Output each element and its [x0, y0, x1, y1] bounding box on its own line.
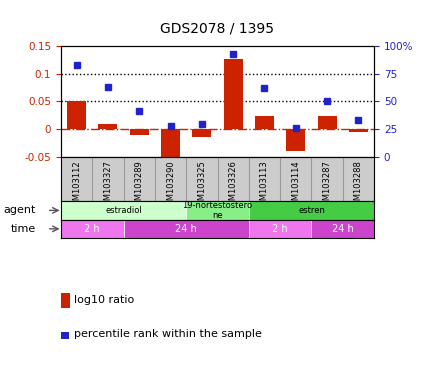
Text: estren: estren	[297, 206, 324, 215]
Text: 24 h: 24 h	[331, 224, 353, 234]
Text: log10 ratio: log10 ratio	[74, 295, 134, 305]
Bar	[254, 116, 273, 129]
Text: percentile rank within the sample: percentile rank within the sample	[74, 329, 261, 339]
Bar	[286, 129, 305, 151]
Text: GSM103114: GSM103114	[291, 161, 299, 211]
Bar	[98, 124, 117, 129]
Bar	[67, 101, 86, 129]
Bar	[61, 201, 186, 220]
Bar	[223, 59, 242, 129]
Bar	[186, 201, 248, 220]
Text: GSM103325: GSM103325	[197, 161, 206, 211]
Bar	[348, 129, 367, 132]
Text: GSM103288: GSM103288	[353, 161, 362, 211]
Text: GSM103113: GSM103113	[260, 161, 268, 211]
Text: GSM103287: GSM103287	[322, 161, 331, 211]
Text: GSM103112: GSM103112	[72, 161, 81, 211]
Text: 24 h: 24 h	[175, 224, 197, 234]
Text: estradiol: estradiol	[105, 206, 141, 215]
Text: 19-nortestostero
ne: 19-nortestostero ne	[182, 201, 252, 220]
Text: GSM103290: GSM103290	[166, 161, 174, 211]
Bar	[123, 220, 248, 238]
Text: GSM103289: GSM103289	[135, 161, 143, 211]
Text: GDS2078 / 1395: GDS2078 / 1395	[160, 21, 274, 35]
Bar	[248, 220, 311, 238]
Bar	[248, 201, 373, 220]
Text: time: time	[10, 224, 36, 234]
Text: agent: agent	[3, 205, 36, 215]
Bar	[129, 129, 148, 135]
Bar	[317, 116, 336, 129]
Bar	[192, 129, 211, 137]
Bar	[161, 129, 180, 165]
Text: 2 h: 2 h	[272, 224, 287, 234]
Text: 2 h: 2 h	[84, 224, 100, 234]
Text: GSM103327: GSM103327	[103, 161, 112, 211]
Text: GSM103326: GSM103326	[228, 161, 237, 211]
Bar	[61, 220, 123, 238]
Bar	[311, 220, 373, 238]
